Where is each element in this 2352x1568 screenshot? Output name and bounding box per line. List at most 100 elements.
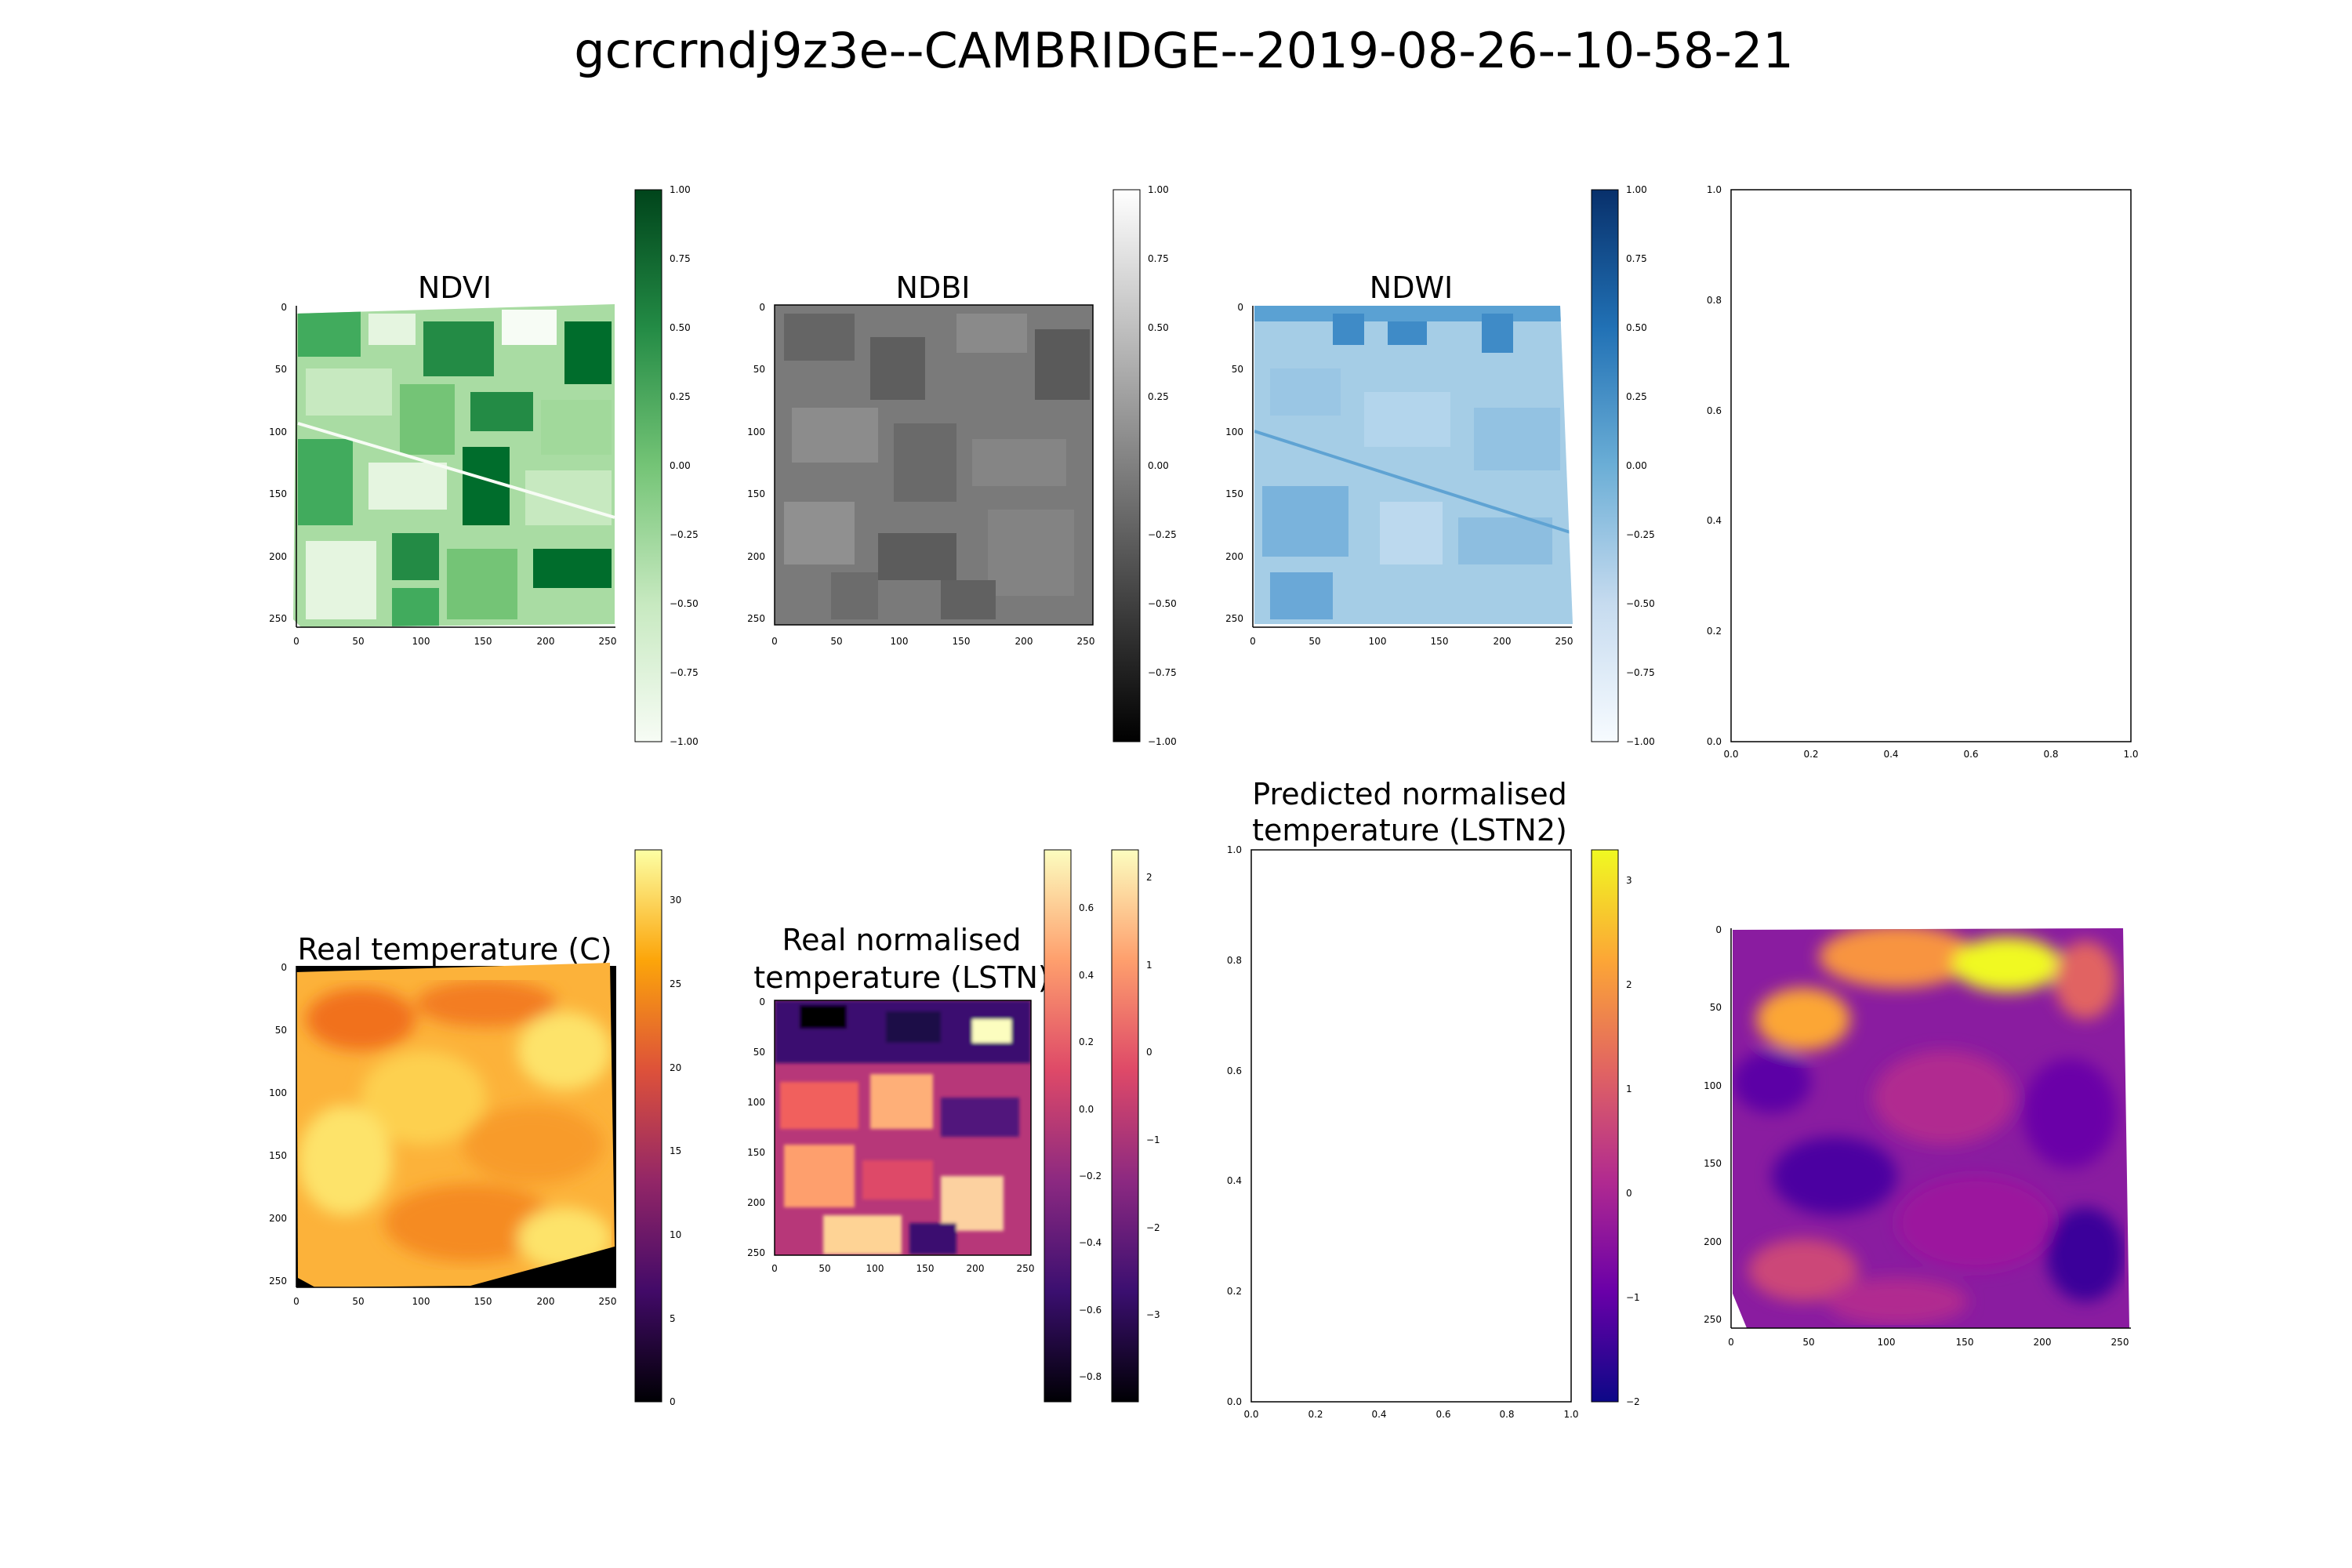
ndvi-y-tick: 0 bbox=[281, 302, 287, 313]
ndbi-y-tick: 250 bbox=[747, 613, 765, 624]
ndwi-cbar-tick: 0.75 bbox=[1626, 253, 1647, 264]
real-temp-colorbar: 0 5 10 15 20 25 30 bbox=[634, 849, 681, 1407]
ndbi-panel: NDBI 0 50 100 150 200 250 0 50 bbox=[747, 184, 1177, 747]
pred-norm-temp-y-tick: 1.0 bbox=[1227, 844, 1242, 855]
pred-map-panel: 0 50 100 150 200 250 0 50 100 150 200 25… bbox=[1704, 924, 2131, 1348]
real-norm-temp-y-tick: 150 bbox=[747, 1147, 765, 1158]
ndwi-x-tick: 0 bbox=[1250, 636, 1256, 647]
pred-norm-temp-colorbar: −2 −1 0 1 2 3 bbox=[1591, 849, 1640, 1407]
ndbi-x-tick: 100 bbox=[891, 636, 909, 647]
real-norm-temp-colorbar: −0.8 −0.6 −0.4 −0.2 0.0 0.2 0.4 0.6 bbox=[1044, 849, 1102, 1403]
real-norm-temp-y-tick: 0 bbox=[759, 996, 765, 1007]
empty-top-x-tick: 0.2 bbox=[1803, 749, 1818, 760]
empty-top-y-tick: 0.4 bbox=[1707, 515, 1722, 526]
ndvi-image bbox=[293, 304, 615, 627]
ndvi-cbar-tick: −0.25 bbox=[670, 529, 699, 540]
pred-norm-temp-cbar-tick: −2 bbox=[1626, 1396, 1640, 1407]
ndvi-cbar-tick: 0.50 bbox=[670, 322, 691, 333]
ndvi-cbar-tick: 0.00 bbox=[670, 460, 691, 471]
ndbi-cbar-tick: −1.00 bbox=[1148, 736, 1177, 747]
ndwi-y-tick: 200 bbox=[1225, 551, 1243, 562]
pred-norm-temp-y-tick: 0.0 bbox=[1227, 1396, 1242, 1407]
ndvi-y-tick: 50 bbox=[275, 364, 287, 375]
ndvi-cbar-tick: 0.75 bbox=[670, 253, 691, 264]
pred-norm-temp-x-tick: 0.4 bbox=[1371, 1409, 1386, 1420]
pred-map-x-tick: 150 bbox=[1956, 1337, 1974, 1348]
ndbi-x-tick: 200 bbox=[1015, 636, 1033, 647]
pred-norm-temp-x-tick: 1.0 bbox=[1563, 1409, 1578, 1420]
ndvi-x-tick: 200 bbox=[537, 636, 555, 647]
ndwi-x-ticks: 0 50 100 150 200 250 bbox=[1250, 636, 1573, 647]
empty-top-y-tick: 0.8 bbox=[1707, 295, 1722, 306]
real-norm-temp-cbar-tick: 0.2 bbox=[1079, 1036, 1094, 1047]
pred-norm-temp-y-tick: 0.8 bbox=[1227, 955, 1242, 966]
pred-norm-temp-panel: Predicted normalised temperature (LSTN2)… bbox=[1227, 777, 1640, 1420]
empty-top-y-tick: 0.0 bbox=[1707, 736, 1722, 747]
real-temp-cbar-tick: 0 bbox=[670, 1396, 676, 1407]
empty-top-x-tick: 0.6 bbox=[1963, 749, 1978, 760]
real-norm-temp-image bbox=[775, 1000, 1031, 1255]
ndwi-x-tick: 50 bbox=[1308, 636, 1320, 647]
pred-map-y-tick: 250 bbox=[1704, 1314, 1722, 1325]
real-temp-panel: Real temperature (C) 0 50 100 150 bbox=[269, 849, 681, 1407]
pred-map-y-tick: 50 bbox=[1710, 1002, 1722, 1013]
real-temp-title: Real temperature (C) bbox=[297, 932, 612, 967]
ndwi-y-tick: 100 bbox=[1225, 426, 1243, 437]
ndbi-cbar-tick: −0.75 bbox=[1148, 667, 1177, 678]
real-temp-cbar-tick: 15 bbox=[670, 1145, 681, 1156]
ndvi-y-tick: 100 bbox=[269, 426, 287, 437]
empty-top-x-ticks: 0.0 0.2 0.4 0.6 0.8 1.0 bbox=[1723, 749, 2138, 760]
ndwi-image bbox=[1254, 306, 1573, 624]
ndbi-cbar-tick: 0.50 bbox=[1148, 322, 1169, 333]
ndbi-y-tick: 50 bbox=[753, 364, 765, 375]
real-norm-temp-cbar2-tick: −2 bbox=[1146, 1222, 1160, 1233]
ndbi-x-tick: 0 bbox=[771, 636, 778, 647]
real-temp-cbar-tick: 5 bbox=[670, 1313, 676, 1324]
real-temp-y-ticks: 0 50 100 150 200 250 bbox=[269, 962, 287, 1287]
ndwi-x-tick: 250 bbox=[1555, 636, 1573, 647]
real-norm-temp-x-tick: 200 bbox=[967, 1263, 985, 1274]
real-norm-temp-colorbar-2: −3 −2 −1 0 1 2 bbox=[1111, 849, 1160, 1403]
pred-norm-temp-title-line1: Predicted normalised bbox=[1252, 777, 1566, 811]
real-temp-y-tick: 250 bbox=[269, 1276, 287, 1287]
figure-title: gcrcrndj9z3e--CAMBRIDGE--2019-08-26--10-… bbox=[574, 22, 1794, 79]
real-temp-x-tick: 50 bbox=[352, 1296, 364, 1307]
ndvi-colorbar: −1.00 −0.75 −0.50 −0.25 0.00 0.25 0.50 0… bbox=[634, 184, 699, 747]
real-temp-y-tick: 200 bbox=[269, 1213, 287, 1224]
ndwi-cbar-tick: −0.50 bbox=[1626, 598, 1655, 609]
real-temp-cbar-tick: 10 bbox=[670, 1229, 681, 1240]
pred-norm-temp-x-ticks: 0.0 0.2 0.4 0.6 0.8 1.0 bbox=[1243, 1409, 1578, 1420]
ndbi-x-tick: 150 bbox=[953, 636, 971, 647]
real-norm-temp-x-tick: 150 bbox=[916, 1263, 935, 1274]
ndvi-cbar-tick: 0.25 bbox=[670, 391, 691, 402]
real-norm-temp-cbar2-tick: −3 bbox=[1146, 1309, 1160, 1320]
pred-map-x-tick: 200 bbox=[2034, 1337, 2052, 1348]
pred-norm-temp-cbar-tick: 2 bbox=[1626, 979, 1632, 990]
real-norm-temp-cbar-tick: 0.0 bbox=[1079, 1104, 1094, 1115]
ndwi-x-tick: 150 bbox=[1431, 636, 1449, 647]
ndbi-cbar-tick: 0.00 bbox=[1148, 460, 1169, 471]
ndvi-title: NDVI bbox=[418, 270, 492, 305]
real-temp-cbar-tick: 30 bbox=[670, 895, 681, 906]
ndvi-x-tick: 250 bbox=[599, 636, 617, 647]
pred-map-y-tick: 150 bbox=[1704, 1158, 1722, 1169]
ndvi-y-tick: 150 bbox=[269, 488, 287, 499]
ndwi-y-tick: 150 bbox=[1225, 488, 1243, 499]
ndvi-y-tick: 250 bbox=[269, 613, 287, 624]
pred-map-x-ticks: 0 50 100 150 200 250 bbox=[1728, 1337, 2129, 1348]
ndwi-cbar-tick: −1.00 bbox=[1626, 736, 1655, 747]
ndbi-x-tick: 250 bbox=[1077, 636, 1095, 647]
real-temp-cbar-tick: 25 bbox=[670, 978, 681, 989]
pred-norm-temp-y-tick: 0.4 bbox=[1227, 1175, 1242, 1186]
ndbi-x-ticks: 0 50 100 150 200 250 bbox=[771, 636, 1094, 647]
pred-norm-temp-cbar-tick: 3 bbox=[1626, 875, 1632, 886]
real-norm-temp-y-tick: 200 bbox=[747, 1197, 765, 1208]
pred-map-y-ticks: 0 50 100 150 200 250 bbox=[1704, 924, 1722, 1325]
pred-norm-temp-cbar-tick: 1 bbox=[1626, 1083, 1632, 1094]
real-temp-x-ticks: 0 50 100 150 200 250 bbox=[293, 1296, 616, 1307]
ndwi-cbar-tick: −0.75 bbox=[1626, 667, 1655, 678]
pred-norm-temp-x-tick: 0.0 bbox=[1243, 1409, 1258, 1420]
real-norm-temp-y-tick: 250 bbox=[747, 1247, 765, 1258]
ndwi-axes bbox=[1252, 306, 1572, 628]
real-norm-temp-cbar-tick: 0.6 bbox=[1079, 902, 1094, 913]
